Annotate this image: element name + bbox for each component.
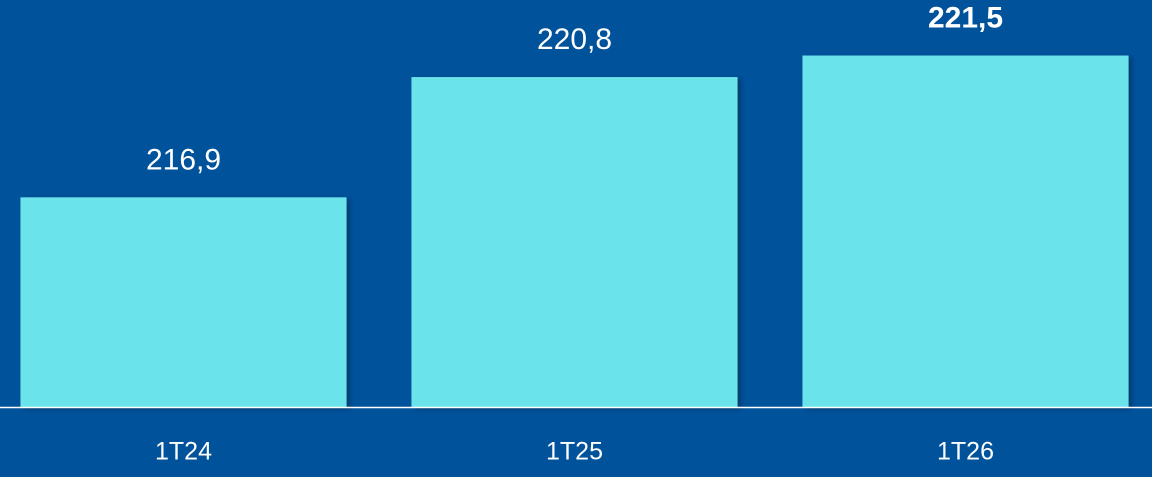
- value-label: 220,8: [537, 23, 612, 56]
- value-label: 221,5: [928, 1, 1003, 34]
- bar: [802, 55, 1129, 407]
- x-tick-label: 1T24: [155, 438, 212, 466]
- bar: [20, 197, 347, 407]
- bar: [411, 77, 738, 407]
- value-label: 216,9: [146, 143, 221, 176]
- x-tick-label: 1T26: [937, 438, 994, 466]
- x-tick-label: 1T25: [546, 438, 603, 466]
